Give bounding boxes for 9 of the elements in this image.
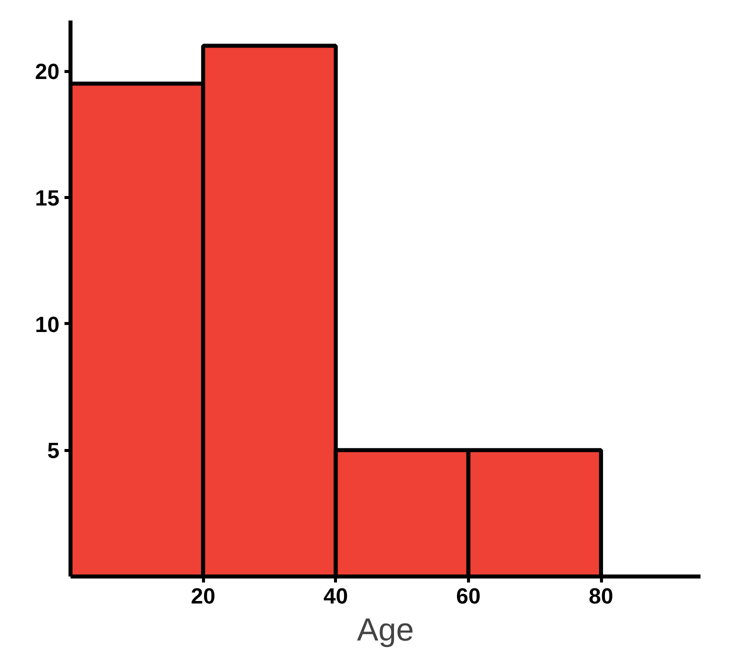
x-tick-label: 20	[190, 584, 216, 608]
x-tick-label: 40	[324, 584, 348, 608]
y-tick-label: 5	[47, 438, 60, 464]
y-tick-label: 10	[35, 312, 60, 337]
x-axis-title: Age	[357, 612, 414, 648]
x-tick-label: 80	[588, 584, 614, 608]
x-tick-label: 60	[456, 584, 481, 608]
y-tick-label: 20	[35, 59, 60, 84]
y-tick-label: 15	[35, 185, 60, 210]
